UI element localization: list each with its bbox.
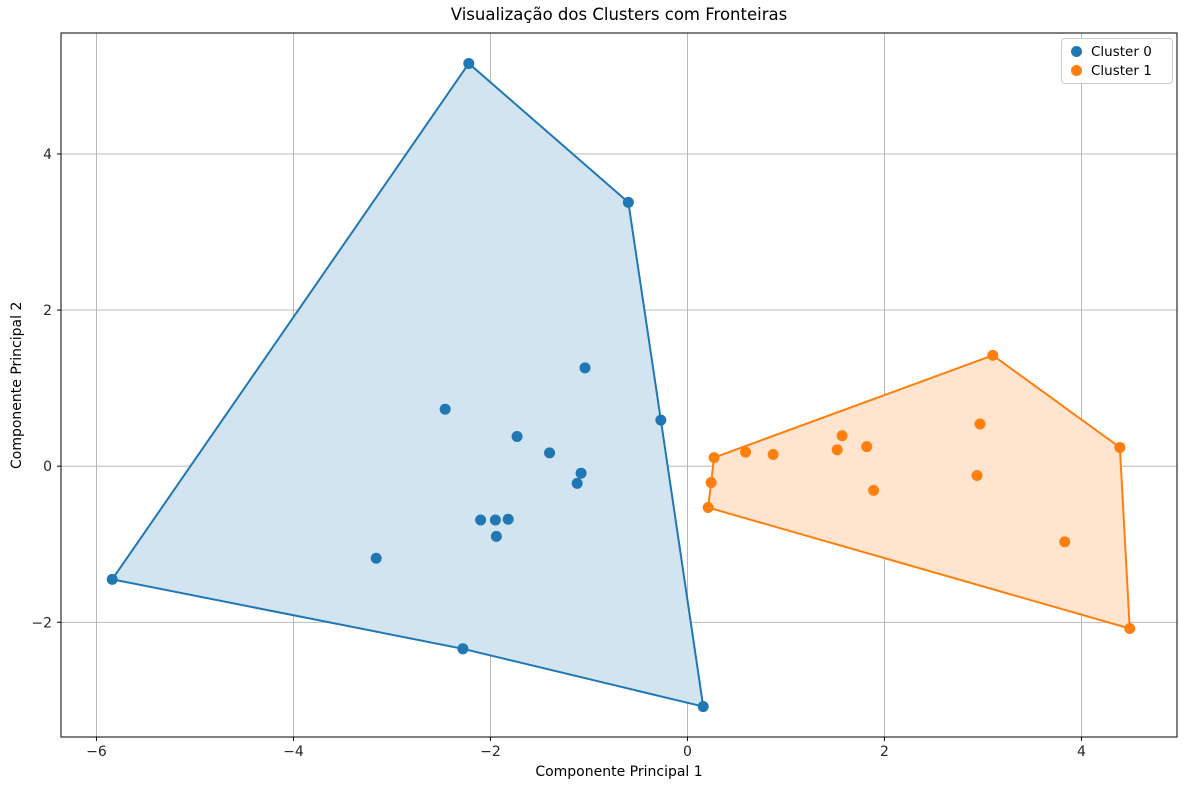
- chart-title: Visualização dos Clusters com Fronteiras: [450, 5, 788, 24]
- cluster-1-point: [702, 502, 714, 514]
- cluster-0-point: [475, 514, 487, 526]
- x-tick-label: 2: [880, 744, 889, 760]
- x-tick-label: −6: [86, 744, 107, 760]
- x-tick-label: 4: [1077, 744, 1086, 760]
- cluster-0-point: [511, 431, 523, 443]
- legend-label-cluster-1: Cluster 1: [1091, 62, 1152, 79]
- cluster-1-point: [971, 470, 983, 482]
- cluster-1-point: [861, 441, 873, 453]
- cluster-1-point: [708, 452, 720, 464]
- cluster-1-point: [767, 448, 779, 460]
- cluster-0-point: [502, 513, 514, 525]
- cluster-1-boundary: [707, 354, 1131, 630]
- cluster-0-point: [439, 403, 451, 415]
- cluster-0-point: [571, 477, 583, 489]
- x-tick-label: 0: [683, 744, 692, 760]
- cluster-0-point: [544, 447, 556, 459]
- cluster-0-point: [489, 514, 501, 526]
- x-axis-label: Componente Principal 1: [535, 764, 703, 780]
- y-tick-label: 0: [43, 459, 52, 475]
- cluster-1-point: [831, 444, 843, 456]
- x-tick-label: −4: [283, 744, 304, 760]
- x-tick-label: −2: [480, 744, 501, 760]
- cluster-0-marker-icon: [1071, 46, 1082, 57]
- cluster-1-marker-icon: [1071, 65, 1082, 76]
- cluster-1-point: [987, 349, 999, 361]
- legend-label-cluster-0: Cluster 0: [1091, 43, 1152, 60]
- cluster-1-point: [1124, 623, 1136, 635]
- cluster-0-point: [622, 196, 634, 208]
- cluster-1-point: [705, 477, 717, 489]
- cluster-0-point: [575, 467, 587, 479]
- cluster-0-point: [655, 414, 667, 426]
- y-tick-label: 4: [43, 147, 52, 163]
- legend: Cluster 0 Cluster 1: [1061, 38, 1173, 84]
- cluster-0-point: [370, 552, 382, 564]
- cluster-1-point: [740, 446, 752, 458]
- cluster-0-point: [463, 57, 475, 69]
- cluster-0-point: [697, 701, 709, 713]
- cluster-1-point: [1114, 441, 1126, 453]
- cluster-1-point: [868, 484, 880, 496]
- cluster-1-point: [974, 418, 986, 430]
- cluster-0-boundary: [111, 62, 705, 708]
- cluster-1-point: [1059, 536, 1071, 548]
- legend-item-cluster-1: Cluster 1: [1071, 63, 1163, 79]
- plot-frame: [60, 32, 1178, 738]
- y-axis-label: Componente Principal 2: [9, 301, 25, 469]
- cluster-0-point: [579, 362, 591, 374]
- cluster-1-point: [836, 430, 848, 442]
- y-tick-label: 2: [43, 303, 52, 319]
- cluster-0-point: [490, 530, 502, 542]
- legend-item-cluster-0: Cluster 0: [1071, 44, 1163, 60]
- y-tick-label: −2: [31, 615, 52, 631]
- cluster-0-point: [457, 643, 469, 655]
- cluster-0-point: [106, 573, 118, 585]
